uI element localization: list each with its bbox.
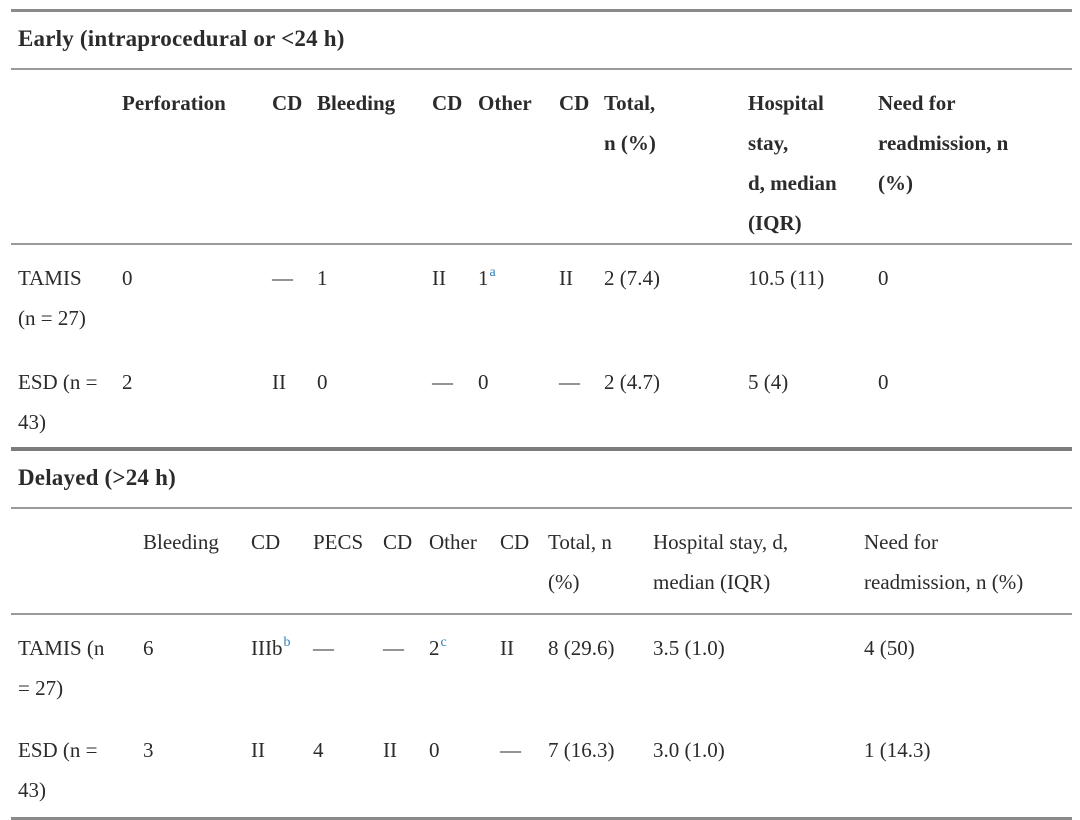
delayed-esd-readmission: 1 (14.3) <box>864 738 931 762</box>
delayed-esd-total: 7 (16.3) <box>548 738 615 762</box>
early-tamis-total: 2 (7.4) <box>604 266 660 290</box>
early-esd-cd3: — <box>559 370 580 394</box>
delayed-esd-other: 0 <box>429 738 440 762</box>
early-esd-stay: 5 (4) <box>748 370 789 394</box>
early-esd-bleeding: 0 <box>317 370 328 394</box>
early-complications-table: Perforation CD Bleeding CD Other CD Tota… <box>11 70 1072 447</box>
early-esd-label: ESD (n = 43) <box>18 370 98 434</box>
delayed-esd-cd3: — <box>500 738 521 762</box>
table-top-rule <box>11 9 1072 12</box>
early-tamis-perforation: 0 <box>122 266 133 290</box>
delayed-tamis-cd1-value: IIIb <box>251 636 283 660</box>
section-title-early: Early (intraprocedural or <24 h) <box>18 26 345 51</box>
delayed-tamis-label: TAMIS (n = 27) <box>18 636 105 700</box>
footnote-link-c[interactable]: c <box>440 635 447 650</box>
early-header-row: Perforation CD Bleeding CD Other CD Tota… <box>11 70 1072 245</box>
early-row-tamis: TAMIS (n = 27) 0 — 1 II 1a II 2 (7.4) 10… <box>11 244 1072 349</box>
early-header-perforation: Perforation <box>115 70 265 245</box>
early-tamis-other: 1a <box>471 244 552 349</box>
early-header-cd1: CD <box>265 70 310 245</box>
early-header-cd2: CD <box>425 70 471 245</box>
early-esd-other: 0 <box>478 370 489 394</box>
footnote-link-b[interactable]: b <box>283 635 291 650</box>
delayed-title-rule <box>11 507 1072 509</box>
delayed-tamis-bleeding: 6 <box>143 636 154 660</box>
delayed-row-tamis: TAMIS (n = 27) 6 IIIbb — — 2c II 8 (29.6… <box>11 614 1072 717</box>
early-esd-readmission: 0 <box>878 370 889 394</box>
paper-table-page: Early (intraprocedural or <24 h) Perfora… <box>11 9 1072 820</box>
early-esd-perforation: 2 <box>122 370 133 394</box>
delayed-row-esd: ESD (n = 43) 3 II 4 II 0 — 7 (16.3) 3.0 … <box>11 717 1072 817</box>
early-esd-cd1: II <box>272 370 286 394</box>
delayed-tamis-pecs: — <box>313 636 334 660</box>
footnote-link-a[interactable]: a <box>489 265 496 280</box>
early-tamis-label: TAMIS (n = 27) <box>18 266 86 330</box>
delayed-header-total: Total, n (%) <box>541 509 646 615</box>
early-header-other: Other <box>471 70 552 245</box>
early-header-bleeding: Bleeding <box>310 70 425 245</box>
early-title-rule <box>11 68 1072 70</box>
delayed-esd-label: ESD (n = 43) <box>18 738 98 802</box>
early-tamis-cd3: II <box>559 266 573 290</box>
section-divider-rule <box>11 447 1072 451</box>
early-header-stay: Hospital stay, d, median (IQR) <box>741 70 871 245</box>
early-tamis-other-value: 1 <box>478 266 489 290</box>
delayed-tamis-cd3: II <box>500 636 514 660</box>
early-header-readmission: Need for readmission, n (%) <box>871 70 1072 245</box>
delayed-header-cd1: CD <box>244 509 306 615</box>
delayed-header-row: Bleeding CD PECS CD Other CD Total, n (%… <box>11 509 1072 615</box>
early-row-esd: ESD (n = 43) 2 II 0 — 0 — 2 (4.7) 5 (4) … <box>11 349 1072 447</box>
delayed-esd-cd1: II <box>251 738 265 762</box>
delayed-header-other: Other <box>422 509 493 615</box>
delayed-tamis-other-value: 2 <box>429 636 440 660</box>
early-header-total: Total, n (%) <box>597 70 741 245</box>
early-tamis-cd2: II <box>432 266 446 290</box>
early-tamis-stay: 10.5 (11) <box>748 266 825 290</box>
early-header-blank <box>11 70 115 245</box>
delayed-header-blank <box>11 509 136 615</box>
delayed-tamis-stay: 3.5 (1.0) <box>653 636 725 660</box>
delayed-header-readmission: Need for readmission, n (%) <box>857 509 1072 615</box>
early-tamis-bleeding: 1 <box>317 266 328 290</box>
delayed-tamis-other: 2c <box>422 614 493 717</box>
early-tamis-cd1: — <box>272 266 293 290</box>
delayed-esd-stay: 3.0 (1.0) <box>653 738 725 762</box>
delayed-header-bleeding: Bleeding <box>136 509 244 615</box>
early-esd-total: 2 (4.7) <box>604 370 660 394</box>
section-title-delayed: Delayed (>24 h) <box>18 465 176 490</box>
delayed-header-cd2: CD <box>376 509 422 615</box>
delayed-esd-pecs: 4 <box>313 738 324 762</box>
delayed-complications-table: Bleeding CD PECS CD Other CD Total, n (%… <box>11 509 1072 817</box>
delayed-tamis-total: 8 (29.6) <box>548 636 615 660</box>
delayed-tamis-cd1: IIIbb <box>244 614 306 717</box>
early-header-cd3: CD <box>552 70 597 245</box>
delayed-esd-cd2: II <box>383 738 397 762</box>
delayed-tamis-cd2: — <box>383 636 404 660</box>
early-tamis-readmission: 0 <box>878 266 889 290</box>
delayed-tamis-readmission: 4 (50) <box>864 636 915 660</box>
early-esd-cd2: — <box>432 370 453 394</box>
delayed-header-stay: Hospital stay, d, median (IQR) <box>646 509 857 615</box>
delayed-header-pecs: PECS <box>306 509 376 615</box>
delayed-esd-bleeding: 3 <box>143 738 154 762</box>
delayed-header-cd3: CD <box>493 509 541 615</box>
